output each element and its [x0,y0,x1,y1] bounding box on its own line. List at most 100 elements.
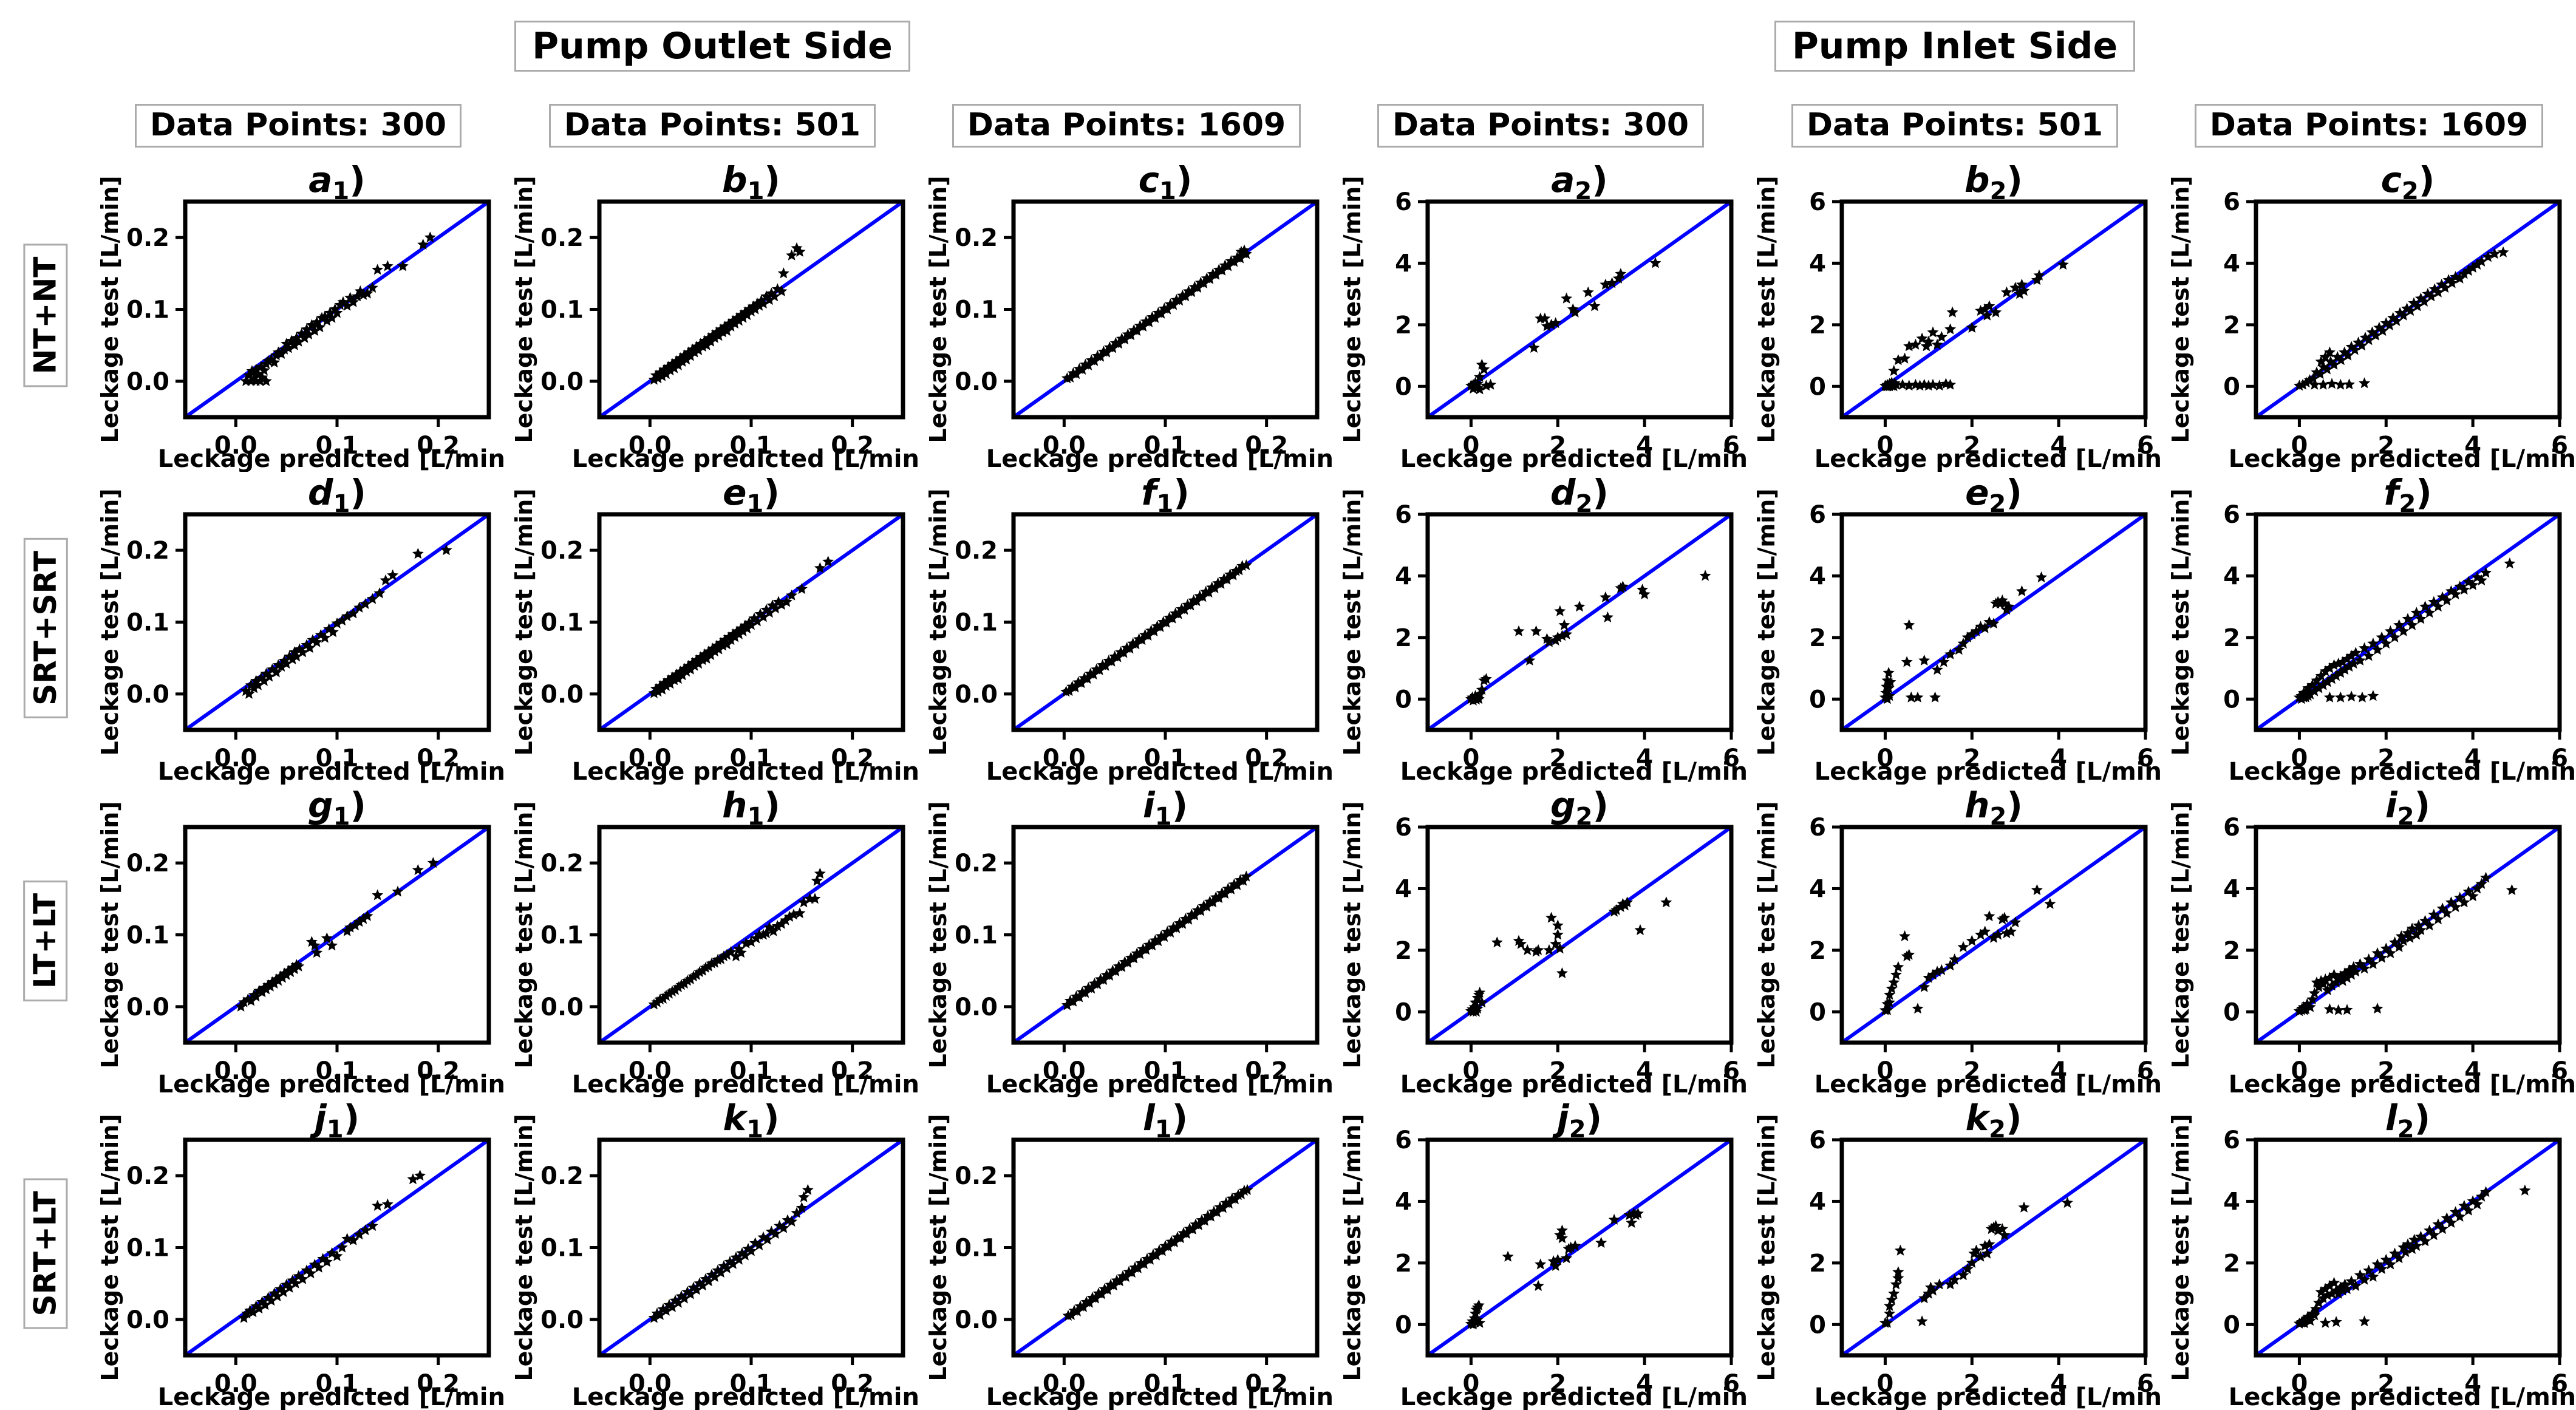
x-tick-label: 0 [2291,1370,2308,1398]
x-axis-label: Leckage predicted [L/min] [1400,1071,1748,1097]
x-tick-label: 0.2 [831,432,874,460]
subplot-l2: 0 0 2 2 4 4 6 6 l2) Leckage test [L/min] Leckage p… [2162,1097,2576,1410]
x-tick-label: 0.2 [831,1370,874,1398]
x-tick-label: 4 [2464,432,2481,460]
subplot-e2: 0 0 2 2 4 4 6 6 e2) Leckage test [L/min] Leckage p… [1748,472,2162,785]
x-tick-label: 2 [2377,744,2394,772]
scatter-points [1465,257,1661,395]
subplot-title: e1) [723,472,780,518]
y-tick-label: 0 [1395,373,1412,401]
x-tick-label: 4 [1636,744,1653,772]
subplot-title: b1) [722,159,780,205]
y-tick-label: 0.0 [126,1306,169,1334]
y-tick-label: 0.1 [126,922,169,950]
subplot-canvas: 0 0 2 2 4 4 6 6 h2) Leckage test [L/min] Leckage p… [1753,785,2162,1097]
y-tick-label: 0 [2223,1311,2240,1339]
x-tick-label: 0.2 [1245,1057,1288,1085]
x-tick-label: 0 [1463,1370,1480,1398]
data-points-header-5: Data Points: 501 [1748,92,2162,159]
y-tick-label: 0.0 [540,1306,584,1334]
x-tick-label: 0.2 [417,1057,460,1085]
plot-frame [1425,199,1734,420]
y-axis-label: Leckage test [L/min] [511,801,537,1068]
subplot-f1: 0.0 0.0 0.1 0.1 0.2 0.2 f1) Leckage test [L/min… [919,472,1334,785]
y-axis-label: Leckage test [L/min] [97,1114,123,1381]
x-tick-label: 6 [1723,744,1740,772]
y-tick-label: 2 [2223,937,2240,965]
subplot-canvas: 0 0 2 2 4 4 6 6 i2) Leckage test [L/min] Leckage p… [2167,785,2576,1097]
x-tick-label: 2 [1963,1057,1980,1085]
group-header-outlet: Pump Outlet Side [91,0,1334,92]
x-tick-label: 0.1 [316,1370,359,1398]
y-axis-label: Leckage test [L/min] [97,488,123,755]
x-axis-label: Leckage predicted [L/min] [1814,1071,2162,1097]
subplot-c1: 0.0 0.0 0.1 0.1 0.2 0.2 c1) Leckage test [L/min… [919,159,1334,472]
identity-line [598,825,904,1044]
subplot-a2: 0 0 2 2 4 4 6 6 a2) Leckage test [L/min] Leckage p… [1334,159,1748,472]
x-axis-label: Leckage predicted [L/min] [572,758,919,785]
subplot-title: i2) [2385,785,2430,831]
y-tick-label: 4 [1395,1188,1412,1216]
y-axis-label: Leckage test [L/min] [1339,488,1366,755]
y-tick-label: 0 [1395,686,1412,714]
y-tick-label: 4 [1395,250,1412,278]
x-tick-label: 0 [1463,432,1480,460]
subplot-title: f2) [2383,472,2432,518]
y-tick-label: 0.0 [126,993,169,1021]
y-axis-label: Leckage test [L/min] [511,488,537,755]
scatter-points [2293,246,2509,391]
x-tick-label: 2 [2377,1057,2394,1085]
subplot-title: a2) [1551,159,1608,205]
scatter-points [1465,1207,1644,1330]
x-axis-label: Leckage predicted [L/min] [986,1383,1334,1410]
x-axis-label: Leckage predicted [L/min] [2229,1071,2576,1097]
subplot-canvas: 0 0 2 2 4 4 6 6 g2) Leckage test [L/min] Leckage p… [1339,785,1748,1097]
y-axis-label: Leckage test [L/min] [2167,801,2194,1068]
x-axis-label: Leckage predicted [L/min] [1814,445,2162,472]
x-tick-label: 0 [1877,1370,1894,1398]
y-tick-label: 0 [2223,686,2240,714]
x-axis-label: Leckage predicted [L/min] [158,1071,505,1097]
scatter-points [648,1184,814,1323]
subplot-title: l1) [1143,1097,1188,1143]
subplot-canvas: 0 0 2 2 4 4 6 6 k2) Leckage test [L/min] Leckage p… [1753,1097,2162,1410]
x-tick-label: 0.2 [1245,432,1288,460]
y-tick-label: 0.1 [955,922,998,950]
x-tick-label: 2 [1549,432,1566,460]
x-axis-label: Leckage predicted [L/min] [158,445,505,472]
x-tick-label: 0.2 [417,744,460,772]
subplot-canvas: 0 0 2 2 4 4 6 6 b2) Leckage test [L/min] Leckage p… [1753,159,2162,472]
x-tick-label: 4 [2050,1370,2067,1398]
x-tick-label: 0.2 [417,1370,460,1398]
x-axis-label: Leckage predicted [L/min] [1814,758,2162,785]
x-tick-label: 0 [2291,432,2308,460]
y-tick-label: 0.0 [540,681,584,709]
y-tick-label: 6 [2223,814,2240,842]
y-tick-label: 6 [1809,814,1826,842]
x-tick-label: 0.1 [316,744,359,772]
x-axis-label: Leckage predicted [L/min] [2229,1383,2576,1410]
subplot-canvas: 0.0 0.0 0.1 0.1 0.2 0.2 b1) Leckage test [L/min… [511,159,919,472]
x-tick-label: 0.1 [730,1057,773,1085]
x-tick-label: 0.0 [214,1370,257,1398]
y-tick-label: 0.2 [126,850,169,877]
y-tick-label: 0.0 [955,993,998,1021]
x-tick-label: 4 [1636,1057,1653,1085]
plot-frame [1425,825,1734,1045]
x-axis-label: Leckage predicted [L/min] [1400,758,1748,785]
x-tick-label: 2 [2377,432,2394,460]
y-tick-label: 2 [2223,624,2240,652]
row-label-srt-lt: SRT+LT [0,1097,91,1410]
x-tick-label: 2 [1549,1057,1566,1085]
y-tick-label: 0.0 [540,368,584,396]
y-tick-label: 6 [2223,188,2240,216]
x-tick-label: 0.1 [1144,1370,1187,1398]
y-tick-label: 0.2 [955,850,998,877]
y-tick-label: 2 [1809,1250,1826,1278]
subplot-canvas: 0.0 0.0 0.1 0.1 0.2 0.2 j1) Leckage test [L/min… [97,1097,505,1410]
data-points-header-2: Data Points: 501 [505,92,919,159]
row-label: SRT+SRT [23,538,68,718]
x-axis-label: Leckage predicted [L/min] [2229,445,2576,472]
subplot-h2: 0 0 2 2 4 4 6 6 h2) Leckage test [L/min] Leckage p… [1748,785,2162,1097]
x-tick-label: 4 [2050,744,2067,772]
